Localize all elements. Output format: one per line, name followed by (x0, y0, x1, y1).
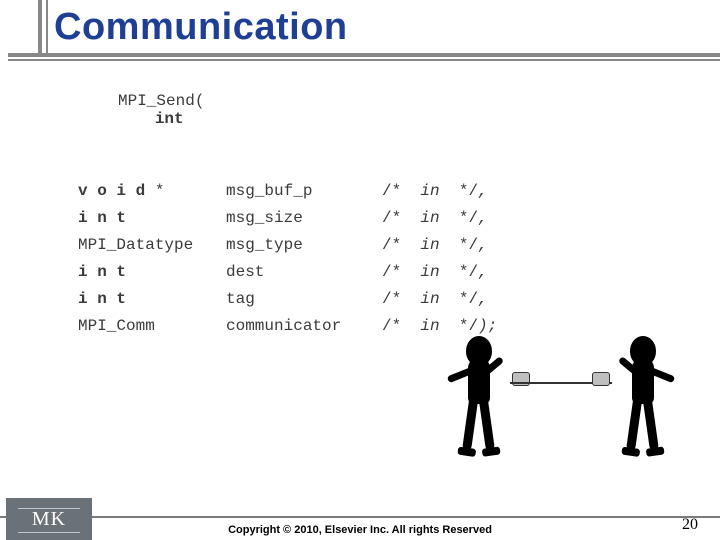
param-comment: /* in */, (382, 182, 488, 200)
param-comment: /* in */, (382, 209, 488, 227)
title-hrule-thin (8, 59, 720, 61)
slide: Communication int MPI_Send( v o i d *msg… (0, 0, 720, 540)
param-name: communicator (226, 317, 382, 335)
param-type: i n t (78, 263, 226, 281)
param-name: msg_type (226, 236, 382, 254)
param-row: MPI_Commcommunicator/* in */); (78, 317, 497, 335)
param-row: v o i d *msg_buf_p/* in */, (78, 182, 497, 200)
param-comment: /* in */, (382, 263, 488, 281)
title-vrule-thick (38, 0, 42, 54)
param-row: MPI_Datatypemsg_type/* in */, (78, 236, 497, 254)
figure-left (448, 336, 510, 466)
figure-right (612, 336, 674, 466)
param-type: i n t (78, 209, 226, 227)
param-name: msg_buf_p (226, 182, 382, 200)
footer-rule (0, 516, 720, 518)
page-title: Communication (0, 0, 720, 53)
copyright-text: Copyright © 2010, Elsevier Inc. All righ… (0, 524, 720, 536)
param-row: i n tmsg_size/* in */, (78, 209, 497, 227)
param-type: MPI_Datatype (78, 236, 226, 254)
title-bar: Communication (0, 0, 720, 61)
param-comment: /* in */); (382, 317, 497, 335)
param-comment: /* in */, (382, 290, 488, 308)
can-icon (592, 372, 610, 386)
param-row: i n tdest/* in */, (78, 263, 497, 281)
param-name: msg_size (226, 209, 382, 227)
code-decl: int MPI_Send( (78, 92, 497, 146)
title-vrule-thin (46, 0, 48, 54)
param-type: i n t (78, 290, 226, 308)
page-number: 20 (682, 516, 698, 534)
param-row: i n ttag/* in */, (78, 290, 497, 308)
param-comment: /* in */, (382, 236, 488, 254)
decl-name: MPI_Send( (118, 92, 204, 110)
string-line (510, 382, 612, 412)
param-name: dest (226, 263, 382, 281)
param-name: tag (226, 290, 382, 308)
code-block: int MPI_Send( v o i d *msg_buf_p/* in */… (78, 92, 497, 344)
param-type: MPI_Comm (78, 317, 226, 335)
param-type: v o i d * (78, 182, 226, 200)
tincan-illustration (448, 336, 674, 476)
